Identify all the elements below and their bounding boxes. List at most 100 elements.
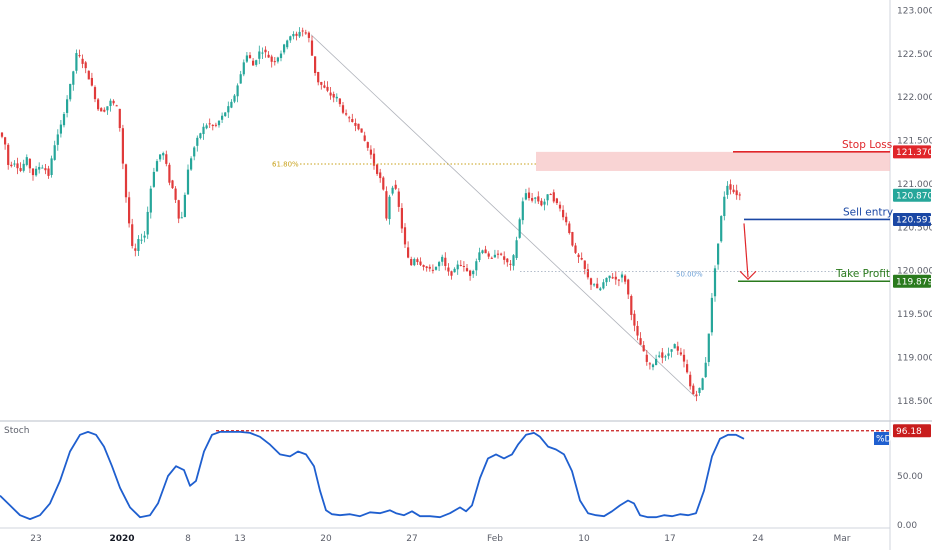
candle-down [345,113,348,115]
candle-down [131,224,134,246]
candle-down [586,269,589,278]
candle-up [75,53,78,71]
candle-up [217,120,221,126]
candle-up [190,158,193,170]
candle-up [149,188,152,213]
candle-down [431,269,434,271]
stoch-level-tag [893,424,931,438]
candle-down [103,109,106,112]
candle-up [710,297,713,333]
time-axis: 23 2020 8 13 20 27 Feb 10 17 24 Mar [30,534,851,544]
candle-down [692,385,695,395]
candle-up [388,196,391,220]
candle-down [636,325,639,336]
candle-up [453,268,456,273]
last-price-tag-label: 120.870 [896,191,932,201]
candle-up [59,124,62,134]
candle-down [115,105,118,107]
candle-up [620,274,624,278]
candle-up [196,137,199,146]
candle-down [496,253,500,255]
candle-up [413,259,416,266]
candle-up [717,243,720,265]
candle-up [283,44,286,53]
candle-down [562,209,565,218]
candle-up [258,51,261,59]
time-tick-label: 23 [30,534,41,544]
candle-down [332,93,335,98]
candle-down [506,258,509,263]
candle-up [673,344,676,349]
candle-up [605,277,608,283]
candle-down [363,135,366,141]
candle-up [53,145,56,160]
candle-down [422,265,425,267]
candle-down [537,196,540,202]
trend-layer [310,34,696,397]
candle-down [425,266,428,268]
candle-down [301,30,304,32]
stoch-series-tag-label: %D [876,435,892,445]
candle-up [707,333,710,363]
candle-down [661,352,664,358]
candle-up [292,34,295,37]
stop-loss-tag-label: 121.370 [896,148,932,158]
candle-down [555,198,558,204]
candle-up [475,261,478,271]
candle-down [490,257,493,259]
candle-up [186,169,190,195]
candle-up [180,217,183,219]
candle-up [456,264,459,270]
take-profit-tag-label: 119.879 [896,277,932,287]
candle-down [450,271,453,276]
price-axis: 123.000 122.500 122.000 121.500 121.000 120.5… [874,6,932,531]
time-tick-label: 27 [406,534,417,544]
candle-up [599,288,602,291]
candle-down [642,345,645,352]
candle-up [50,158,53,175]
candle-down [447,267,450,272]
candle-down [645,354,648,362]
candle-down [509,263,512,265]
candle-down [338,98,341,105]
candle-down [168,164,171,183]
candle-up [236,85,239,97]
candle-down [10,164,13,167]
candle-up [493,254,496,258]
candle-down [459,264,462,266]
candle-up [261,52,264,54]
price-tick-label: 120.000 [897,267,932,277]
candle-down [596,283,599,289]
price-tick-label: 123.000 [897,6,932,16]
candle-down [267,54,270,58]
candle-down [695,394,698,397]
candle-down [320,81,323,85]
candle-up [512,255,515,266]
candle-down [611,277,614,279]
candle-up [143,235,146,238]
price-tick-label: 120.500 [897,223,932,233]
candle-down [28,158,31,169]
candle-up [146,211,149,235]
down-arrow-head [739,270,757,281]
candle-down [369,149,372,155]
candle-down [134,248,137,251]
candle-down [400,208,403,229]
candle-up [72,71,75,85]
candle-up [667,353,670,356]
candle-up [602,282,605,289]
candle-down [382,177,385,190]
candle-down [397,191,400,207]
candle-up [726,185,729,195]
candle-up [713,268,717,297]
candle-down [174,188,177,200]
candle-down [571,232,574,246]
candle-up [593,284,596,286]
candle-up [543,201,546,205]
candle-down [568,223,571,234]
candle-up [205,125,208,129]
candle-down [118,108,121,129]
annotation-layer: 61.80% 50.00% Stop Loss Sell entry Take Prof… [272,139,893,283]
candle-down [630,296,633,315]
